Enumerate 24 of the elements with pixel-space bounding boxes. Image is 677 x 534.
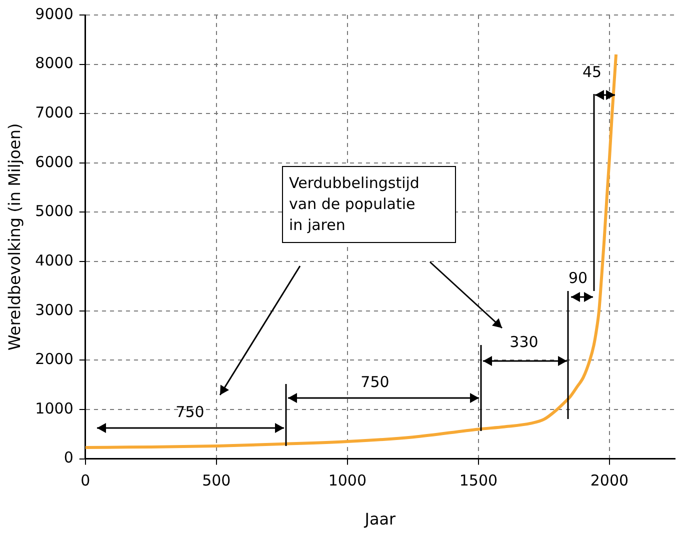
y-tick-label: 9000 <box>35 4 74 23</box>
y-tick-label: 3000 <box>35 300 74 319</box>
x-tick-label: 2000 <box>590 472 629 490</box>
y-tick-label: 2000 <box>35 350 74 368</box>
y-tick-label: 8000 <box>35 54 74 72</box>
annotation: 330 <box>508 333 540 351</box>
y-axis-title: Wereldbevolking (in Miljoen) <box>4 123 24 351</box>
y-tick-label: 5000 <box>35 202 74 220</box>
y-tick-label: 0 <box>64 448 74 467</box>
x-tick-label: 500 <box>202 472 231 490</box>
x-axis-title: Jaar <box>364 510 396 529</box>
x-tick-label: 1000 <box>328 472 367 490</box>
y-tick-label: 7000 <box>35 104 74 122</box>
annotation: 750 <box>174 403 206 421</box>
annotation: 45 <box>581 63 603 81</box>
y-tick-label: 6000 <box>35 152 74 171</box>
annotation: 90 <box>567 269 589 287</box>
y-tick-label: 1000 <box>35 399 74 418</box>
line-series <box>85 52 618 449</box>
annotation: 750 <box>360 373 390 391</box>
y-tick-label: 4000 <box>35 251 74 270</box>
x-tick-label: 0 <box>80 472 90 490</box>
x-tick-label: 1500 <box>459 472 498 490</box>
annotation: Verdubbelingstijd van de populatie in jaren <box>282 166 456 243</box>
